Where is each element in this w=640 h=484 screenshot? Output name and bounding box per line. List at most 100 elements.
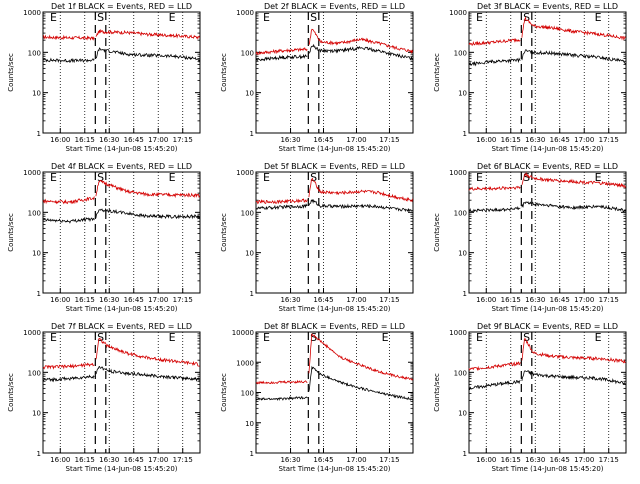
x-tick-label: 17:15 [599,296,619,304]
detector-panel-4: Det 4f BLACK = Events, RED = LLD Counts/s… [7,162,201,313]
event-marker-label: E [169,11,176,24]
x-tick-label: 16:00 [476,136,496,144]
x-tick-label: 17:15 [173,456,193,464]
plot-frame [42,331,201,454]
y-tick-label: 1000 [23,9,41,17]
y-axis-label: Counts/sec [433,53,441,92]
y-axis-label: Counts/sec [220,213,228,252]
event-marker-label: E [263,171,270,184]
x-tick-label: 17:15 [379,136,399,144]
y-axis-label: Counts/sec [7,373,15,412]
event-marker-label: S [97,11,104,24]
y-tick-label: 10000 [232,329,254,337]
y-tick-label: 1 [463,290,467,298]
detector-panel-6: Det 6f BLACK = Events, RED = LLD Counts/s… [433,162,627,313]
y-tick-label: 10 [458,250,467,258]
x-tick-label: 16:00 [50,456,70,464]
series-line-lld [468,337,626,372]
x-tick-label: 16:45 [313,296,333,304]
x-tick-label: 17:00 [346,136,366,144]
event-marker-label: S [523,331,530,344]
chart-title: Det 6f BLACK = Events, RED = LLD [477,162,618,171]
y-tick-label: 100 [454,209,467,217]
x-tick-label: 16:15 [75,456,95,464]
x-tick-label: 16:30 [99,136,119,144]
series-line-events [42,365,200,383]
x-tick-label: 16:15 [501,296,521,304]
y-tick-label: 100 [454,49,467,57]
plot-frame [42,171,201,294]
detector-panel-3: Det 3f BLACK = Events, RED = LLD Counts/s… [433,2,627,153]
event-marker-label: S [310,171,317,184]
x-tick-label: 17:15 [173,136,193,144]
x-tick-label: 16:30 [525,296,545,304]
event-marker-label: E [382,171,389,184]
x-tick-label: 17:00 [574,136,594,144]
x-tick-label: 17:00 [148,456,168,464]
x-tick-label: 16:15 [75,136,95,144]
x-tick-label: 16:30 [525,136,545,144]
x-tick-label: 17:15 [379,456,399,464]
y-tick-label: 1000 [23,329,41,337]
detector-panel-2: Det 2f BLACK = Events, RED = LLD Counts/s… [220,2,414,153]
event-marker-label: S [310,11,317,24]
y-axis-label: Counts/sec [7,53,15,92]
y-tick-label: 1 [250,450,254,458]
x-tick-label: 16:15 [501,136,521,144]
y-tick-label: 1 [37,290,41,298]
x-tick-label: 16:45 [124,296,144,304]
detector-panel-1: Det 1f BLACK = Events, RED = LLD Counts/s… [7,2,201,153]
event-marker-label: S [310,331,317,344]
event-marker-label: E [595,331,602,344]
y-tick-label: 100 [28,49,41,57]
y-tick-label: 1 [250,290,254,298]
event-marker-label: E [476,331,483,344]
series-line-lld [255,333,414,385]
series-line-lld [42,179,201,205]
chart-title: Det 5f BLACK = Events, RED = LLD [264,162,405,171]
x-tick-label: 16:15 [501,456,521,464]
event-marker-label: E [595,171,602,184]
x-tick-label: 16:30 [280,456,300,464]
event-marker-label: E [169,331,176,344]
y-tick-label: 100 [241,49,254,57]
series-line-events [42,207,201,224]
y-axis-label: Counts/sec [433,373,441,412]
x-axis-label: Start Time (14-Jun-08 15:45:20) [279,465,391,473]
y-tick-label: 10 [32,90,41,98]
y-axis-label: Counts/sec [220,373,228,412]
x-tick-label: 17:15 [379,296,399,304]
y-tick-label: 100 [28,209,41,217]
y-tick-label: 10 [245,250,254,258]
event-marker-label: E [595,11,602,24]
event-marker-label: S [523,171,530,184]
x-tick-label: 16:45 [313,136,333,144]
x-tick-label: 16:45 [313,456,333,464]
event-marker-label: E [50,11,57,24]
y-tick-label: 100 [28,369,41,377]
x-tick-label: 16:30 [280,136,300,144]
y-axis-label: Counts/sec [220,53,228,92]
y-tick-label: 1000 [236,359,254,367]
detector-panel-9: Det 9f BLACK = Events, RED = LLD Counts/s… [433,322,627,473]
event-marker-label: S [97,171,104,184]
x-tick-label: 16:30 [99,296,119,304]
chart-title: Det 1f BLACK = Events, RED = LLD [51,2,192,11]
y-tick-label: 1 [37,450,41,458]
y-tick-label: 1 [37,130,41,138]
detector-panel-5: Det 5f BLACK = Events, RED = LLD Counts/s… [220,162,414,313]
detector-panel-7: Det 7f BLACK = Events, RED = LLD Counts/s… [7,322,201,473]
y-tick-label: 1000 [236,169,254,177]
x-tick-label: 17:15 [173,296,193,304]
y-axis-label: Counts/sec [433,213,441,252]
plot-frame [255,171,414,294]
x-tick-label: 17:15 [599,456,619,464]
y-tick-label: 10 [245,90,254,98]
y-tick-label: 1000 [236,9,254,17]
series-line-lld [255,28,414,56]
x-tick-label: 16:30 [99,456,119,464]
y-tick-label: 10 [458,410,467,418]
series-line-events [255,198,413,213]
x-tick-label: 16:00 [50,136,70,144]
